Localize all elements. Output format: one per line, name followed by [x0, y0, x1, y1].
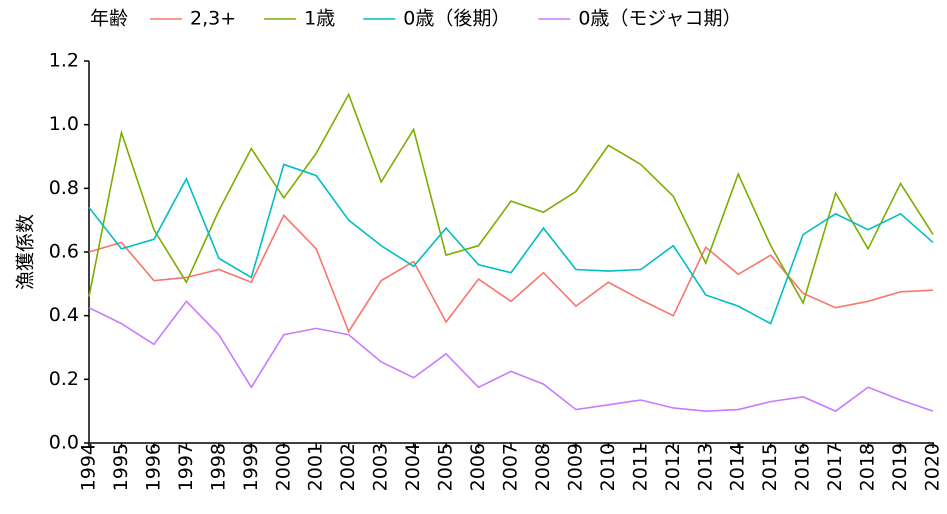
y-tick-label: 1.2 [49, 50, 79, 72]
x-tick-label: 2011 [629, 443, 651, 491]
x-tick-label: 2002 [337, 443, 359, 491]
y-axis-label: 漁獲係数 [15, 214, 37, 290]
series-line [88, 214, 934, 334]
legend-label: 0歳（モジャコ期） [578, 8, 741, 30]
legend-label: 1歳 [304, 8, 335, 30]
x-tick-label: 1994 [78, 443, 100, 491]
legend-title: 年齢 [90, 8, 128, 30]
x-tick-label: 2006 [467, 443, 489, 491]
x-tick-label: 2018 [857, 443, 879, 491]
x-tick-label: 2019 [889, 443, 911, 491]
x-tick-label: 1997 [175, 443, 197, 491]
x-tick-label: 2015 [759, 443, 781, 491]
series-line [88, 300, 934, 413]
x-tick-label: 2013 [694, 443, 716, 491]
x-tick-label: 2007 [500, 443, 522, 491]
x-tick-label: 1998 [207, 443, 229, 491]
x-tick-label: 2017 [824, 443, 846, 491]
x-tick-label: 2010 [597, 443, 619, 491]
y-tick-label: 0.4 [49, 304, 79, 326]
y-tick-label: 0.2 [49, 368, 79, 390]
x-tick-label: 2005 [435, 443, 457, 491]
y-tick-label: 1.0 [49, 113, 79, 135]
x-tick-label: 2004 [402, 443, 424, 491]
x-tick-label: 2003 [370, 443, 392, 491]
y-tick-label: 0.8 [49, 177, 79, 199]
series-line [88, 92, 934, 305]
x-tick-label: 2009 [564, 443, 586, 491]
y-tick-label: 0.6 [49, 241, 79, 263]
x-tick-label: 2001 [305, 443, 327, 491]
x-tick-label: 2000 [272, 443, 294, 491]
x-tick-label: 2012 [662, 443, 684, 491]
legend-label: 2,3+ [190, 8, 236, 30]
x-tick-label: 2008 [532, 443, 554, 491]
legend-label: 0歳（後期） [403, 8, 510, 30]
x-tick-label: 2014 [727, 443, 749, 491]
x-tick-label: 2020 [922, 443, 944, 491]
x-tick-label: 2016 [792, 443, 814, 491]
x-tick-label: 1999 [240, 443, 262, 491]
x-tick-label: 1995 [110, 443, 132, 491]
series-line [88, 163, 934, 325]
x-tick-label: 1996 [142, 443, 164, 491]
y-tick-label: 0.0 [49, 432, 79, 454]
